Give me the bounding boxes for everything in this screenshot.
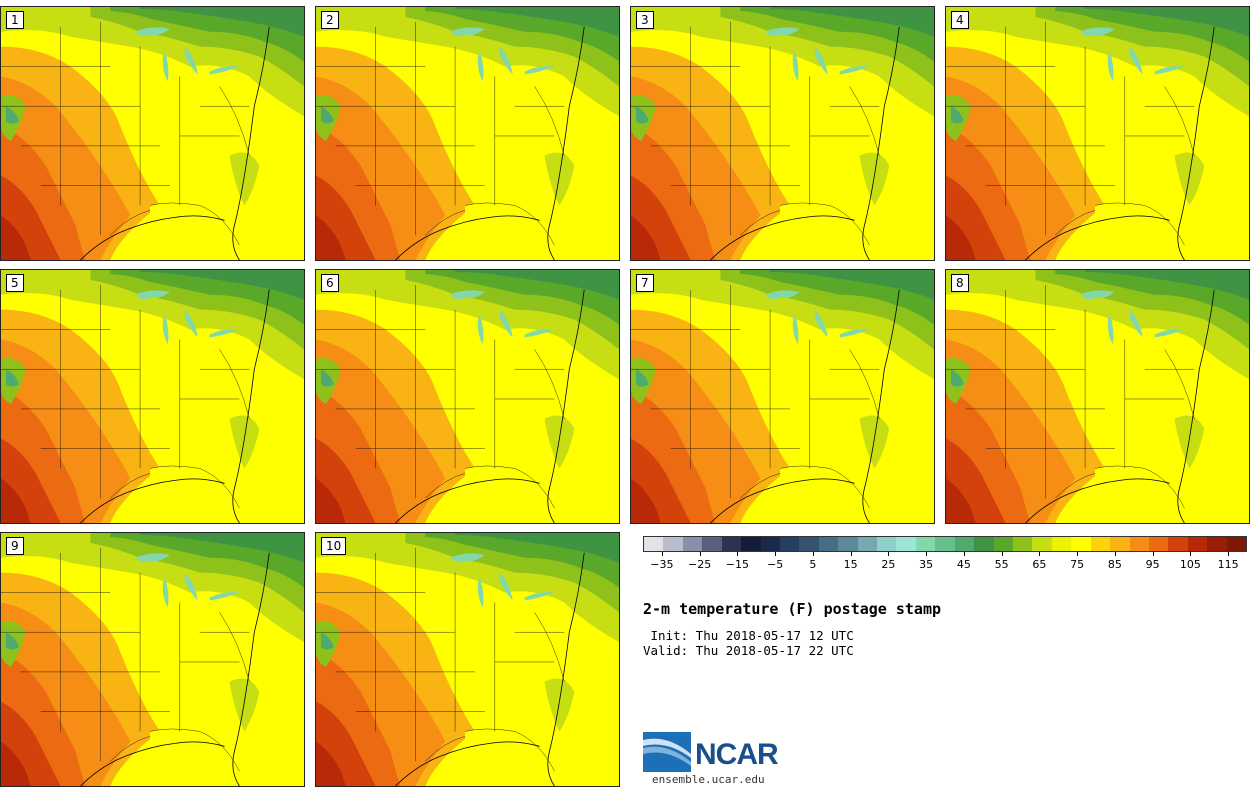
colorbar-tick-label: 25 bbox=[881, 558, 896, 571]
colorbar-swatch bbox=[1032, 537, 1052, 551]
colorbar-tick-label: 35 bbox=[919, 558, 934, 571]
colorbar-swatch bbox=[1187, 537, 1208, 551]
colorbar-swatch bbox=[741, 537, 761, 551]
colorbar-swatch bbox=[779, 537, 800, 551]
colorbar-swatch bbox=[1051, 537, 1072, 551]
map-panel: 10 bbox=[315, 532, 620, 787]
colorbar-tick-label: −15 bbox=[725, 558, 749, 571]
colorbar-tick-label: −25 bbox=[688, 558, 712, 571]
map-panel: 6 bbox=[315, 269, 620, 524]
map-panel: 9 bbox=[0, 532, 305, 787]
chart-title: 2-m temperature (F) postage stamp bbox=[643, 600, 942, 618]
colorbar-tick bbox=[888, 552, 890, 556]
panel-number: 5 bbox=[6, 274, 24, 292]
init-time: Init: Thu 2018-05-17 12 UTC bbox=[643, 628, 854, 643]
panel-number: 6 bbox=[321, 274, 339, 292]
colorbar-ticks: −35 −25 −15 −5 5 15 25 35 45 55 65 75 85 95 105 115 bbox=[643, 552, 1247, 574]
colorbar-tick bbox=[926, 552, 928, 556]
colorbar-swatch bbox=[663, 537, 683, 551]
colorbar-tick bbox=[1001, 552, 1003, 556]
colorbar-swatch bbox=[644, 537, 664, 551]
colorbar-swatch bbox=[1090, 537, 1111, 551]
colorbar-swatch bbox=[877, 537, 897, 551]
colorbar-swatch bbox=[1129, 537, 1149, 551]
map-panel: 4 bbox=[945, 6, 1250, 261]
temperature-colorbar bbox=[643, 536, 1247, 552]
panel-number: 8 bbox=[951, 274, 969, 292]
colorbar-swatch bbox=[1207, 537, 1227, 551]
colorbar-tick-label: 115 bbox=[1217, 558, 1239, 571]
site-url: ensemble.ucar.edu bbox=[652, 773, 765, 786]
colorbar-swatch bbox=[760, 537, 780, 551]
colorbar-swatch bbox=[993, 537, 1014, 551]
ncar-logo-icon bbox=[643, 732, 691, 772]
colorbar-tick-label: 65 bbox=[1032, 558, 1047, 571]
colorbar-tick bbox=[1039, 552, 1041, 556]
map-panel: 3 bbox=[630, 6, 935, 261]
colorbar-swatch bbox=[1226, 537, 1247, 551]
colorbar-tick bbox=[1228, 552, 1230, 556]
colorbar-swatch bbox=[896, 537, 916, 551]
colorbar-tick-label: −35 bbox=[650, 558, 674, 571]
ncar-logo-text: NCAR bbox=[695, 738, 779, 771]
valid-time: Valid: Thu 2018-05-17 22 UTC bbox=[643, 643, 854, 658]
colorbar-swatch bbox=[682, 537, 703, 551]
colorbar-tick bbox=[812, 552, 814, 556]
colorbar-tick bbox=[1190, 552, 1192, 556]
colorbar-tick-label: 5 bbox=[809, 558, 817, 571]
colorbar-swatch bbox=[857, 537, 878, 551]
colorbar-tick-label: −5 bbox=[767, 558, 784, 571]
colorbar-swatch bbox=[799, 537, 819, 551]
colorbar-tick bbox=[699, 552, 701, 556]
colorbar-swatch bbox=[974, 537, 994, 551]
colorbar-swatch bbox=[1148, 537, 1169, 551]
colorbar-tick bbox=[775, 552, 777, 556]
panel-number: 3 bbox=[636, 11, 654, 29]
colorbar-tick bbox=[1152, 552, 1154, 556]
colorbar-tick bbox=[963, 552, 965, 556]
colorbar-tick-label: 75 bbox=[1070, 558, 1085, 571]
colorbar-tick-label: 45 bbox=[956, 558, 971, 571]
colorbar-swatch bbox=[1013, 537, 1033, 551]
colorbar-tick-label: 105 bbox=[1179, 558, 1201, 571]
colorbar-tick bbox=[850, 552, 852, 556]
colorbar-tick bbox=[1077, 552, 1079, 556]
map-panel: 8 bbox=[945, 269, 1250, 524]
colorbar-swatch bbox=[954, 537, 975, 551]
panel-number: 1 bbox=[6, 11, 24, 29]
panel-number: 2 bbox=[321, 11, 339, 29]
colorbar-tick bbox=[661, 552, 663, 556]
colorbar-tick-label: 55 bbox=[994, 558, 1009, 571]
map-panel: 5 bbox=[0, 269, 305, 524]
colorbar-tick bbox=[1114, 552, 1116, 556]
map-panel: 1 bbox=[0, 6, 305, 261]
panel-number: 7 bbox=[636, 274, 654, 292]
colorbar-tick-label: 85 bbox=[1107, 558, 1122, 571]
colorbar-tick-label: 15 bbox=[843, 558, 858, 571]
colorbar-tick bbox=[737, 552, 739, 556]
colorbar-swatch bbox=[721, 537, 742, 551]
colorbar-swatch bbox=[818, 537, 839, 551]
colorbar-swatch bbox=[702, 537, 722, 551]
map-panel: 7 bbox=[630, 269, 935, 524]
colorbar-swatch bbox=[838, 537, 858, 551]
panel-number: 10 bbox=[321, 537, 347, 555]
colorbar-tick-label: 95 bbox=[1145, 558, 1160, 571]
panel-number: 4 bbox=[951, 11, 969, 29]
colorbar-swatch bbox=[915, 537, 936, 551]
colorbar-swatch bbox=[1110, 537, 1130, 551]
map-panel: 2 bbox=[315, 6, 620, 261]
colorbar-swatch bbox=[1071, 537, 1091, 551]
colorbar-swatch bbox=[1168, 537, 1188, 551]
panel-number: 9 bbox=[6, 537, 24, 555]
colorbar-swatch bbox=[935, 537, 955, 551]
